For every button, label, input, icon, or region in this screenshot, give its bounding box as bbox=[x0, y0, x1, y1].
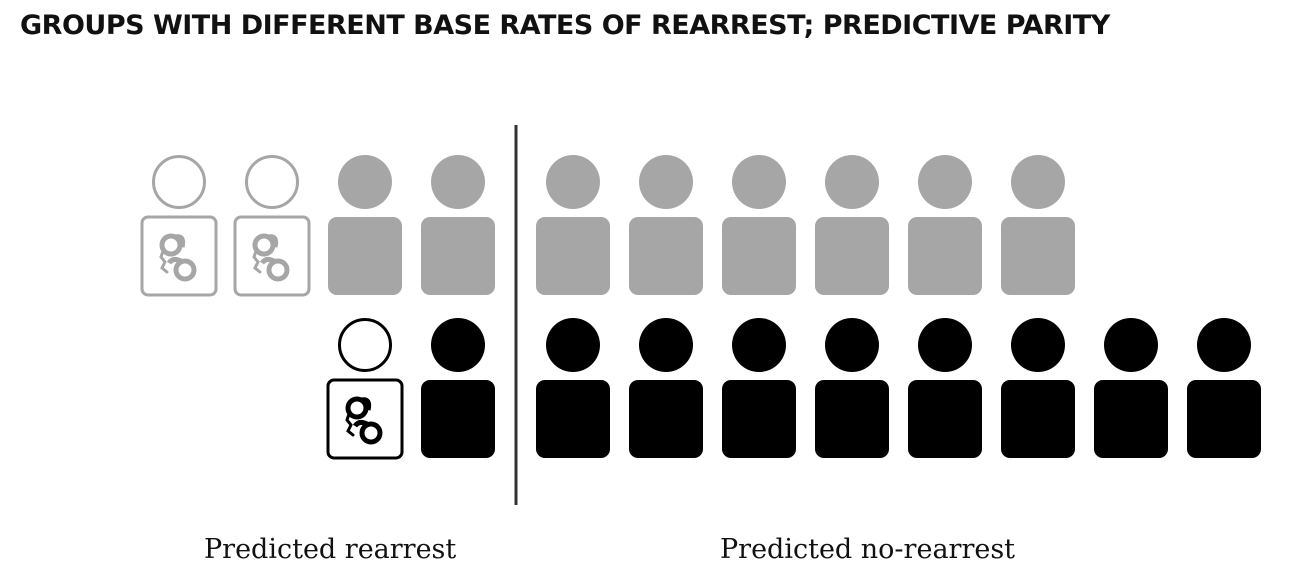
person-body bbox=[722, 380, 796, 458]
person-head bbox=[732, 155, 786, 209]
person-head bbox=[152, 155, 206, 209]
person-head bbox=[1197, 318, 1251, 372]
person-body bbox=[908, 380, 982, 458]
person-figure bbox=[1001, 318, 1075, 458]
person-body bbox=[233, 215, 311, 297]
person-rearrested-figure bbox=[233, 155, 311, 297]
person-body bbox=[815, 380, 889, 458]
person-body bbox=[326, 378, 404, 460]
person-figure bbox=[908, 155, 982, 295]
person-figure bbox=[421, 155, 495, 295]
person-figure bbox=[1187, 318, 1261, 458]
person-body bbox=[1094, 380, 1168, 458]
person-figure bbox=[908, 318, 982, 458]
person-rearrested-figure bbox=[326, 318, 404, 460]
person-rearrested-figure bbox=[140, 155, 218, 297]
person-figure bbox=[722, 318, 796, 458]
person-body bbox=[1001, 380, 1075, 458]
person-body bbox=[815, 217, 889, 295]
person-figure bbox=[421, 318, 495, 458]
person-figure bbox=[536, 155, 610, 295]
handcuffs-icon bbox=[252, 233, 290, 282]
label-predicted-rearrest: Predicted rearrest bbox=[204, 534, 457, 565]
person-body bbox=[908, 217, 982, 295]
person-head bbox=[338, 155, 392, 209]
person-body bbox=[140, 215, 218, 297]
person-figure bbox=[722, 155, 796, 295]
person-head bbox=[825, 155, 879, 209]
person-body bbox=[328, 217, 402, 295]
person-body bbox=[1187, 380, 1261, 458]
person-head bbox=[918, 318, 972, 372]
person-head bbox=[639, 155, 693, 209]
person-body bbox=[421, 380, 495, 458]
person-head bbox=[1011, 318, 1065, 372]
person-figure bbox=[815, 155, 889, 295]
person-figure bbox=[536, 318, 610, 458]
person-body bbox=[629, 217, 703, 295]
person-head bbox=[546, 318, 600, 372]
person-figure bbox=[1001, 155, 1075, 295]
person-figure bbox=[1094, 318, 1168, 458]
person-head bbox=[431, 155, 485, 209]
handcuffs-icon bbox=[159, 233, 197, 282]
person-head bbox=[825, 318, 879, 372]
person-head bbox=[732, 318, 786, 372]
label-predicted-no-rearrest: Predicted no-rearrest bbox=[720, 534, 1016, 565]
person-head bbox=[1104, 318, 1158, 372]
person-body bbox=[722, 217, 796, 295]
person-body bbox=[1001, 217, 1075, 295]
person-body bbox=[629, 380, 703, 458]
person-figure bbox=[815, 318, 889, 458]
person-head bbox=[1011, 155, 1065, 209]
person-head bbox=[546, 155, 600, 209]
person-head bbox=[918, 155, 972, 209]
handcuffs-icon bbox=[345, 396, 383, 445]
person-figure bbox=[328, 155, 402, 295]
person-figure bbox=[629, 318, 703, 458]
person-body bbox=[536, 380, 610, 458]
person-body bbox=[421, 217, 495, 295]
person-head bbox=[639, 318, 693, 372]
person-head bbox=[431, 318, 485, 372]
person-head bbox=[245, 155, 299, 209]
person-body bbox=[536, 217, 610, 295]
person-head bbox=[338, 318, 392, 372]
diagram-title: GROUPS WITH DIFFERENT BASE RATES OF REAR… bbox=[20, 10, 1110, 41]
person-figure bbox=[629, 155, 703, 295]
